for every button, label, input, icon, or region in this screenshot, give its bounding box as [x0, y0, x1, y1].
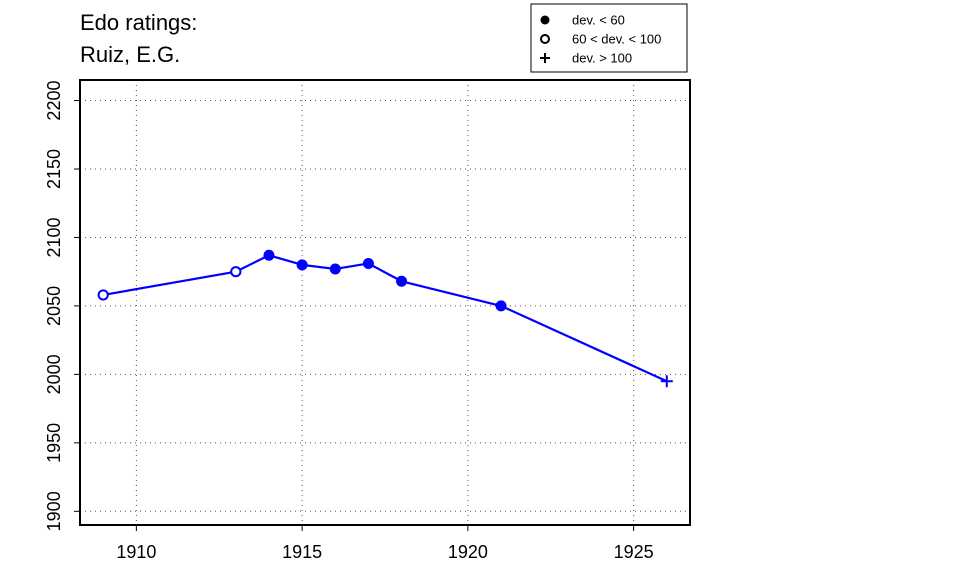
data-point-filled [263, 249, 275, 261]
legend-label: 60 < dev. < 100 [572, 32, 661, 47]
plot-frame [79, 79, 691, 526]
data-point-filled [396, 275, 408, 287]
series-line [103, 254, 668, 383]
y-tick-label: 2100 [44, 217, 64, 257]
data-point-open [230, 266, 242, 278]
y-tick-label: 1900 [44, 491, 64, 531]
legend: dev. < 60 60 < dev. < 100 dev. > 100 [530, 3, 688, 73]
legend-label: dev. > 100 [572, 51, 632, 66]
axes: 1910 1915 1920 1925 1900 1950 2000 2050 2100 2150… [44, 79, 691, 562]
x-tick-label: 1910 [116, 542, 156, 562]
y-tick-label: 2050 [44, 286, 64, 326]
data-point-filled [362, 257, 374, 269]
y-tick-label: 1950 [44, 423, 64, 463]
data-point-filled [296, 259, 308, 271]
x-tick-label: 1925 [614, 542, 654, 562]
y-tick-label: 2000 [44, 354, 64, 394]
data-point-open [97, 289, 109, 301]
data-point-filled [329, 263, 341, 275]
legend-plus-icon [540, 53, 550, 63]
data-point-plus [660, 375, 673, 388]
x-tick-label: 1920 [448, 542, 488, 562]
y-tick-label: 2200 [44, 81, 64, 121]
title-line: Ruiz, E.G. [80, 42, 180, 67]
x-tick-label: 1915 [282, 542, 322, 562]
legend-box [530, 3, 688, 73]
legend-open-circle-icon [540, 34, 550, 44]
grid [80, 80, 690, 525]
chart-title: Edo ratings: Ruiz, E.G. [80, 10, 197, 67]
legend-label: dev. < 60 [572, 13, 625, 28]
title-line: Edo ratings: [80, 10, 197, 35]
y-tick-label: 2150 [44, 149, 64, 189]
series [97, 249, 673, 388]
data-point-filled [495, 300, 507, 312]
legend-filled-circle-icon [540, 15, 550, 25]
